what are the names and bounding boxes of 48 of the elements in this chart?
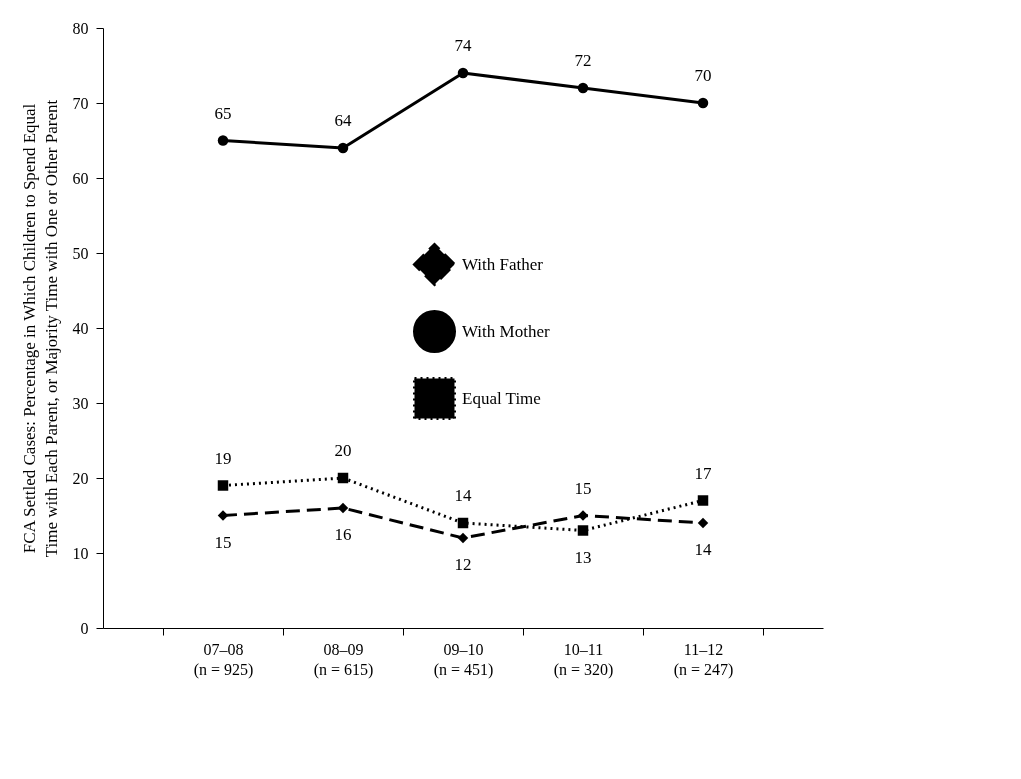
y-tick-label: 50 — [72, 244, 89, 262]
x-tick-label: 07–08 (n = 925) — [193, 640, 254, 679]
data-label: 74 — [454, 36, 472, 55]
point — [217, 480, 229, 491]
data-label: 15 — [574, 478, 592, 498]
point — [457, 67, 469, 79]
point — [337, 502, 349, 514]
y-tick-label: 70 — [72, 94, 89, 112]
y-tick-label: 40 — [72, 319, 89, 337]
y-axis-title: FCA Settled Cases: Percentage in Which Children to Spend Equal Time with Each Parent, or Majority Time with One or Other Parent — [19, 99, 61, 558]
y-tick-label: 60 — [72, 169, 89, 187]
y-tick-label: 80 — [72, 19, 89, 37]
point — [217, 510, 229, 521]
data-label: 12 — [454, 555, 472, 574]
point — [577, 510, 589, 521]
data-label: 64 — [334, 111, 352, 130]
point — [577, 82, 589, 94]
point — [457, 532, 469, 544]
x-tick-label: 10–11 (n = 320) — [553, 640, 614, 679]
point — [577, 525, 589, 536]
data-label: 65 — [214, 103, 232, 123]
data-label: 16 — [334, 525, 352, 544]
x-tick-label: 08–09 (n = 615) — [313, 640, 374, 679]
data-label: 17 — [694, 463, 712, 483]
y-tick-label: 20 — [72, 469, 89, 487]
y-tick-label: 30 — [72, 394, 89, 412]
data-label: 20 — [334, 441, 352, 460]
x-tick-label: 11–12 (n = 247) — [673, 640, 734, 679]
point — [697, 495, 709, 506]
point — [457, 517, 469, 529]
data-label: 70 — [694, 66, 712, 85]
data-label: 14 — [454, 486, 472, 505]
point — [697, 97, 709, 109]
x-tick-label: 09–10 (n = 451) — [433, 640, 494, 679]
point — [217, 135, 229, 146]
legend-label: With Father — [462, 254, 544, 274]
data-label: 19 — [214, 448, 232, 468]
y-tick-label: 10 — [72, 544, 89, 562]
point — [697, 517, 709, 529]
data-label: 13 — [574, 547, 592, 567]
point — [337, 472, 349, 484]
point — [337, 142, 349, 154]
data-label: 15 — [214, 532, 232, 552]
legend-label: Equal Time — [462, 388, 541, 408]
data-label: 14 — [694, 540, 712, 559]
y-tick-label: 0 — [80, 619, 89, 637]
data-label: 72 — [574, 51, 592, 70]
legend-label: With Mother — [462, 321, 550, 341]
